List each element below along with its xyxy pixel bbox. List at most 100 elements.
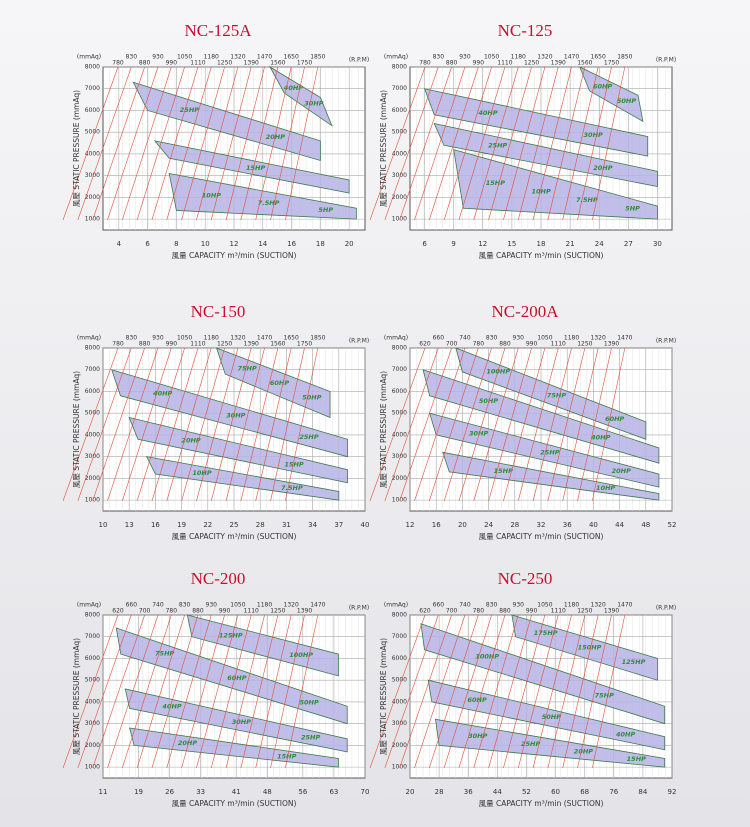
y-tick-label: 6000 [392, 388, 407, 395]
y-tick-label: 1000 [392, 497, 407, 504]
x-axis-title: 風量 CAPACITY m³/min (SUCTION) [479, 799, 604, 808]
hp-label: 20HP [574, 747, 593, 755]
x-tick-label: 76 [609, 788, 618, 796]
rpm-label: 1390 [244, 341, 259, 348]
rpm-line [517, 614, 559, 769]
y-tick-label: 2000 [85, 742, 100, 749]
rpm-line [488, 347, 532, 502]
hp-label: 5HP [625, 204, 640, 212]
y-axis-title: 風壓 STATIC PRESSURE (mmAq) [379, 638, 388, 755]
x-tick-label: 56 [298, 788, 307, 796]
hp-label: 10HP [192, 469, 211, 477]
rpm-line [562, 66, 599, 221]
x-tick-label: 19 [177, 521, 186, 529]
hp-label: 25HP [488, 142, 507, 150]
x-tick-label: 4 [117, 240, 122, 248]
rpm-label: 1110 [551, 341, 566, 348]
rpm-label: 780 [112, 341, 124, 348]
y-tick-label: 1000 [392, 216, 407, 223]
hp-label: 5HP [318, 206, 333, 214]
rpm-label: 1320 [537, 54, 552, 61]
x-tick-label: 16 [287, 240, 296, 248]
y-unit: (mmAq) [77, 335, 101, 342]
hp-band [268, 65, 333, 127]
y-tick-label: 1000 [85, 216, 100, 223]
chart-title: NC-150 [191, 302, 246, 321]
x-tick-label: 19 [134, 788, 143, 796]
x-tick-label: 33 [196, 788, 205, 796]
rpm-line [92, 66, 145, 221]
rpm-line [196, 66, 239, 221]
rpm-line [255, 347, 292, 502]
rpm-label: 740 [152, 602, 164, 609]
rpm-line [384, 66, 439, 221]
y-tick-label: 6000 [392, 655, 407, 662]
hp-band [455, 347, 647, 440]
hp-label: 25HP [180, 106, 199, 114]
rpm-label: 1470 [257, 54, 272, 61]
rpm-label: 990 [473, 60, 485, 67]
y-axis-title: 風壓 STATIC PRESSURE (mmAq) [72, 371, 81, 488]
x-tick-label: 44 [615, 521, 624, 529]
hp-label: 30HP [468, 732, 487, 740]
rpm-line [270, 66, 305, 221]
hp-label: 30HP [304, 100, 323, 108]
hp-label: 25HP [540, 448, 559, 456]
rpm-label: 1470 [564, 54, 579, 61]
x-tick-label: 10 [201, 240, 210, 248]
x-tick-label: 32 [537, 521, 546, 529]
hp-band [153, 140, 350, 194]
rpm-label: 1850 [617, 54, 632, 61]
hp-label: 125HP [219, 632, 243, 640]
rpm-label: 930 [513, 335, 525, 342]
x-tick-label: 24 [484, 521, 493, 529]
rpm-label: 930 [152, 54, 164, 61]
rpm-label: 1250 [577, 608, 592, 615]
rpm-label: 930 [152, 335, 164, 342]
rpm-label: 1110 [551, 608, 566, 615]
hp-label: 15HP [486, 179, 505, 187]
rpm-line [166, 66, 212, 221]
rpm-line [532, 66, 572, 221]
y-tick-label: 3000 [392, 172, 407, 179]
rpm-label: 880 [499, 341, 511, 348]
hp-label: 20HP [266, 133, 285, 141]
x-tick-label: 12 [478, 240, 487, 248]
rpm-label: 1180 [204, 54, 219, 61]
rpm-label: 1750 [297, 341, 312, 348]
rpm-line [136, 66, 185, 221]
chart-panel: NC-200A 1000 2000 3000 4000 5000 6000 7000 8000 1… [369, 302, 676, 541]
rpm-label: 880 [139, 341, 151, 348]
hp-band [453, 149, 658, 220]
rpm-label: 1050 [177, 335, 192, 342]
rpm-line [151, 66, 199, 221]
x-tick-label: 40 [589, 521, 598, 529]
rpm-line [210, 66, 252, 221]
x-tick-label: 20 [406, 788, 415, 796]
y-tick-label: 2000 [392, 475, 407, 482]
rpm-label: 780 [419, 60, 431, 67]
x-tick-label: 44 [493, 788, 502, 796]
rpm-line [577, 614, 612, 769]
rpm-label: 830 [486, 335, 498, 342]
hp-label: 75HP [155, 649, 174, 657]
x-tick-label: 37 [334, 521, 343, 529]
rpm-label: 930 [206, 602, 218, 609]
rpm-line [592, 347, 626, 502]
y-axis-title: 風壓 STATIC PRESSURE (mmAq) [379, 90, 388, 207]
rpm-label: 830 [179, 602, 191, 609]
x-axis-title: 風量 CAPACITY m³/min (SUCTION) [172, 799, 297, 808]
hp-label: 10HP [596, 484, 615, 492]
hp-label: 60HP [468, 696, 487, 704]
rpm-label: 620 [112, 608, 124, 615]
rpm-line [458, 347, 506, 502]
rpm-line [225, 66, 265, 221]
y-tick-label: 7000 [85, 85, 100, 92]
y-tick-label: 8000 [85, 64, 100, 71]
rpm-line [285, 66, 319, 221]
rpm-label: 700 [446, 608, 458, 615]
x-tick-label: 92 [668, 788, 677, 796]
hp-band [145, 456, 340, 501]
hp-label: 20HP [612, 467, 631, 475]
x-tick-label: 24 [595, 240, 604, 248]
